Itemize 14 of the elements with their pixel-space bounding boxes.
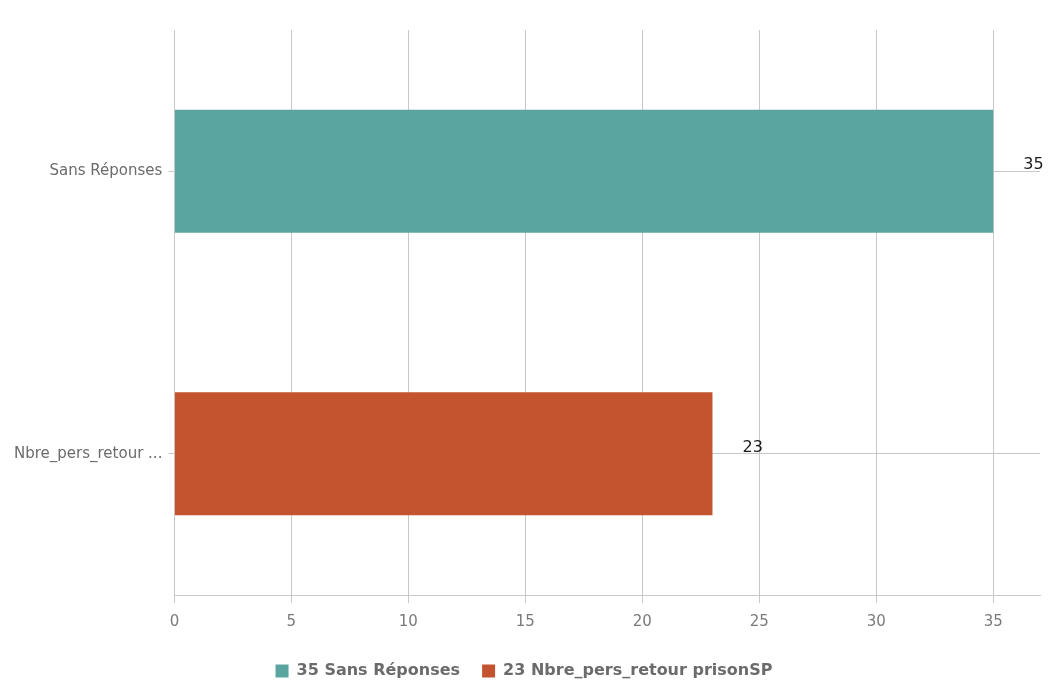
x-tick-label: 0 bbox=[169, 611, 180, 630]
x-tick-label: 20 bbox=[632, 611, 652, 630]
x-tick-label: 25 bbox=[749, 611, 769, 630]
y-tick-label: Nbre_pers_retour ... bbox=[13, 443, 163, 463]
x-tick-label: 30 bbox=[866, 611, 886, 630]
x-tick-label: 10 bbox=[398, 611, 418, 630]
legend-label: 23 Nbre_pers_retour prisonSP bbox=[503, 660, 773, 680]
data-label: 23 bbox=[742, 436, 763, 456]
data-label: 35 bbox=[1023, 154, 1044, 174]
x-tick-label: 35 bbox=[983, 611, 1003, 630]
legend-label: 35 Sans Réponses bbox=[296, 660, 461, 680]
x-tick-label: 15 bbox=[515, 611, 535, 630]
y-tick-label: Sans Réponses bbox=[49, 161, 163, 180]
x-tick-label: 5 bbox=[286, 611, 297, 630]
